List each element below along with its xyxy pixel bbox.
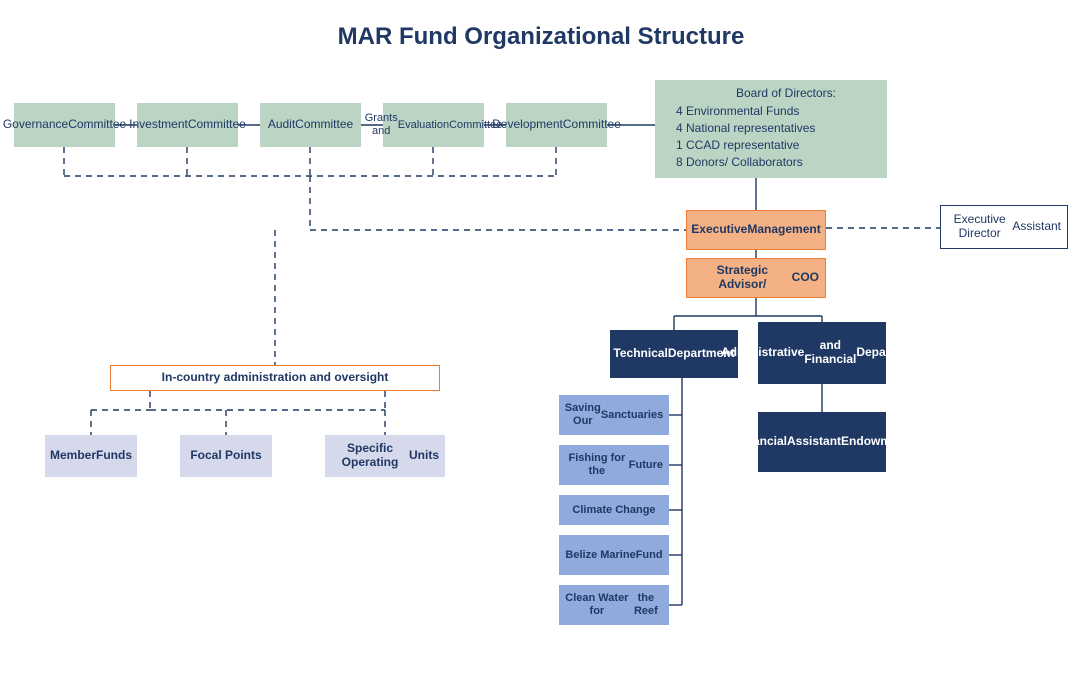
node-eda: Executive DirectorAssistant [940,205,1068,249]
org-chart: MAR Fund Organizational Structure Govern… [0,0,1082,674]
node-coo: Strategic Advisor/COO [686,258,826,298]
page-title: MAR Fund Organizational Structure [0,20,1082,54]
node-aud: AuditCommittee [260,103,361,147]
node-p5: Clean Water forthe Reef [559,585,669,625]
node-board4: 8 Donors/ Collaborators [670,155,870,171]
node-board2: 4 National representatives [670,121,870,137]
node-dev: DevelopmentCommittee [506,103,607,147]
node-p1: Saving OurSanctuaries [559,395,669,435]
node-p3: Climate Change [559,495,669,525]
node-fp: Focal Points [180,435,272,477]
node-mem: MemberFunds [45,435,137,477]
node-board3: 1 CCAD representative [670,138,870,154]
node-fa: FinancialAssistantEndowment [758,412,886,472]
node-p4: Belize MarineFund [559,535,669,575]
node-board_title: Board of Directors: [695,85,877,103]
node-ico: In-country administration and oversight [110,365,440,391]
node-exec: ExecutiveManagement [686,210,826,250]
node-gov: GovernanceCommittee [14,103,115,147]
node-tech: TechnicalDepartment [610,330,738,378]
connector-lines [0,0,1082,674]
node-admin: Administrativeand FinancialDepartment [758,322,886,384]
node-gra: Grants andEvaluationCommittee [383,103,484,147]
node-p2: Fishing for theFuture [559,445,669,485]
node-inv: InvestmentCommittee [137,103,238,147]
node-board1: 4 Environmental Funds [670,104,870,120]
node-sou: Specific OperatingUnits [325,435,445,477]
